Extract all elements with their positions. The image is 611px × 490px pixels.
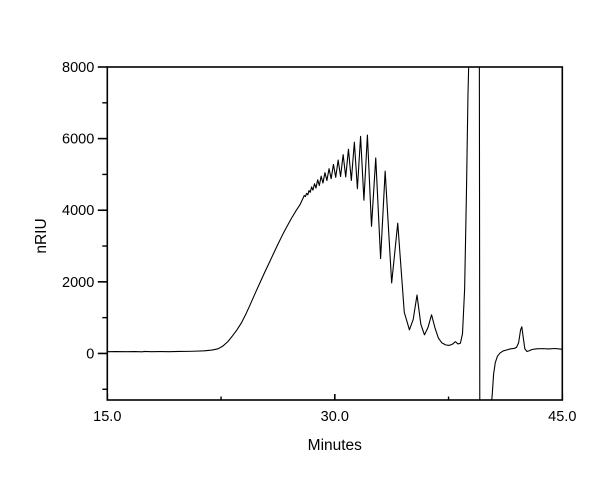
y-tick-label-4000: 4000 (62, 203, 94, 219)
y-tick-label-0: 0 (86, 346, 94, 362)
x-axis-ticks (106, 394, 564, 400)
y-axis-title: nRIU (33, 218, 50, 253)
chromatogram-trace (107, 67, 563, 400)
y-tick-label-6000: 6000 (62, 132, 94, 148)
y-axis-tick-labels: 0 2000 4000 6000 8000 (62, 60, 94, 362)
x-tick-label-15.0: 15.0 (93, 409, 121, 425)
y-tick-label-8000: 8000 (62, 60, 94, 76)
y-tick-label-2000: 2000 (62, 275, 94, 291)
x-tick-label-30.0: 30.0 (321, 409, 349, 425)
y-axis-ticks (97, 66, 108, 390)
x-tick-label-45.0: 45.0 (548, 409, 576, 425)
x-axis-title: Minutes (308, 437, 363, 454)
plot-frame (106, 66, 564, 401)
x-axis-tick-labels: 15.0 30.0 45.0 (93, 409, 576, 425)
